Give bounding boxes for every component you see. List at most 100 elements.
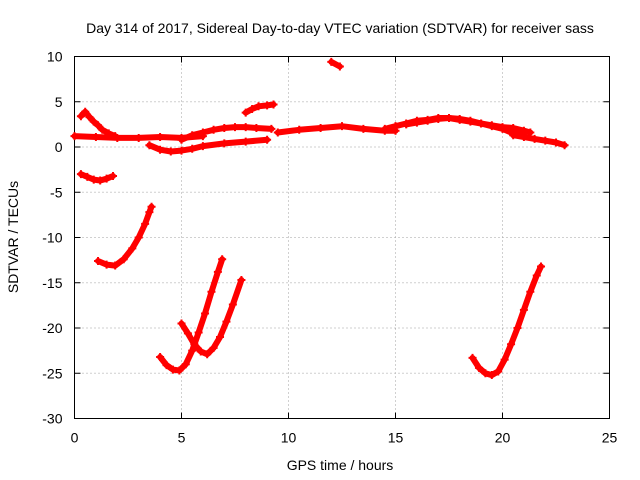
- data-point-arc-15: [494, 367, 503, 376]
- y-tick-label: -20: [42, 320, 62, 336]
- data-point-arc-10: [560, 141, 569, 150]
- data-point-arc-7: [359, 124, 368, 133]
- data-point-arc-13: [156, 352, 165, 361]
- data-point-arc-13: [194, 328, 203, 337]
- data-point-arc-2: [156, 133, 165, 142]
- data-point-arc-14: [183, 329, 192, 338]
- data-point-arc-7: [338, 122, 346, 131]
- data-point-arc-2: [113, 133, 122, 142]
- data-point-arc-12: [94, 257, 103, 266]
- data-point-arc-9: [466, 116, 475, 125]
- y-tick-label: -30: [42, 411, 62, 427]
- data-point-arc-5: [269, 100, 278, 109]
- data-point-arc-13: [188, 346, 197, 355]
- data-point-arc-9: [498, 124, 507, 133]
- data-point-arc-5: [254, 102, 263, 111]
- data-point-arc-13: [175, 366, 184, 375]
- data-point-arc-4: [267, 124, 276, 133]
- data-point-arc-15: [487, 371, 496, 380]
- data-point-arc-3: [198, 142, 207, 151]
- data-point-arc-14: [228, 300, 237, 309]
- data-point-arc-13: [162, 361, 171, 370]
- data-point-arc-9: [423, 116, 432, 125]
- data-point-arc-9: [434, 114, 443, 123]
- data-point-arc-3: [177, 146, 186, 155]
- data-point-arc-5: [241, 108, 250, 117]
- y-tick-label: 10: [47, 49, 63, 65]
- data-point-arc-13: [207, 287, 216, 296]
- data-point-arc-12: [147, 202, 156, 211]
- data-point-arc-9: [412, 118, 421, 127]
- data-point-arc-1: [76, 112, 85, 121]
- ticks-layer: 0 5 10 15 20 25 10 5 0 -5 -10 -15 -20 -25 -30: [42, 49, 617, 446]
- y-tick-label: -5: [50, 184, 63, 200]
- data-point-arc-11: [102, 174, 111, 183]
- data-point-arc-15: [500, 355, 509, 364]
- data-point-arc-4: [220, 123, 229, 132]
- x-tick-label: 10: [281, 430, 297, 446]
- data-point-arc-3: [188, 144, 197, 153]
- data-point-arc-13: [213, 267, 222, 276]
- data-point-arc-15: [468, 353, 477, 362]
- data-point-arc-15: [513, 324, 522, 332]
- data-point-arc-12: [128, 244, 137, 253]
- data-point-arc-1: [81, 107, 90, 116]
- data-point-arc-12: [141, 219, 150, 228]
- series-line-arc-14: [178, 277, 245, 358]
- data-point-arc-10: [509, 131, 518, 140]
- data-point-arc-10: [530, 134, 539, 143]
- data-point-arc-3: [166, 147, 175, 156]
- data-point-arc-9: [477, 119, 486, 128]
- data-point-arc-7: [295, 125, 304, 134]
- data-point-arc-6: [335, 62, 344, 71]
- x-tick-label: 20: [495, 430, 511, 446]
- data-point-arc-4: [241, 123, 250, 132]
- data-point-arc-8: [380, 124, 389, 133]
- data-point-arc-4: [209, 125, 218, 134]
- y-tick-label: 5: [55, 94, 63, 110]
- y-tick-label: -15: [42, 275, 62, 291]
- data-point-arc-1: [94, 121, 103, 130]
- data-point-arc-6: [327, 57, 336, 66]
- data-point-arc-14: [196, 347, 205, 356]
- data-point-arc-1: [89, 117, 98, 126]
- data-point-arc-11: [76, 170, 85, 179]
- y-tick-label: 0: [55, 139, 63, 155]
- chart-title: Day 314 of 2017, Sidereal Day-to-day VTE…: [86, 20, 594, 36]
- data-point-arc-3: [145, 141, 154, 150]
- data-point-arc-3: [220, 139, 229, 148]
- data-point-arc-10: [552, 138, 560, 147]
- x-tick-label: 0: [71, 430, 79, 446]
- x-tick-label: 15: [388, 430, 404, 446]
- data-point-arc-14: [237, 276, 246, 285]
- y-axis-label: SDTVAR / TECUs: [5, 181, 21, 293]
- data-point-arc-11: [96, 176, 105, 185]
- x-axis-label: GPS time / hours: [287, 457, 394, 473]
- data-point-arc-13: [218, 255, 227, 264]
- data-point-arc-12: [145, 208, 154, 217]
- data-point-arc-14: [190, 340, 199, 349]
- data-point-arc-9: [487, 122, 496, 131]
- data-point-arc-11: [109, 171, 118, 180]
- data-point-arc-14: [209, 343, 218, 352]
- data-point-arc-5: [248, 104, 257, 113]
- data-point-arc-1: [98, 125, 107, 134]
- data-point-arc-14: [216, 333, 225, 342]
- series-layer: [70, 57, 569, 380]
- grid-layer: [74, 56, 610, 419]
- data-point-arc-12: [119, 255, 128, 264]
- data-point-arc-12: [111, 261, 120, 270]
- data-point-arc-13: [181, 360, 190, 369]
- data-point-arc-3: [241, 137, 250, 146]
- data-point-arc-2: [70, 132, 79, 141]
- data-point-arc-15: [481, 369, 490, 378]
- data-point-arc-1: [85, 113, 94, 122]
- data-point-arc-8: [391, 122, 400, 131]
- data-point-arc-4: [231, 123, 239, 132]
- data-point-arc-9: [445, 114, 453, 123]
- y-tick-label: -25: [42, 365, 62, 381]
- data-point-arc-9: [402, 120, 411, 129]
- data-point-arc-14: [177, 319, 186, 328]
